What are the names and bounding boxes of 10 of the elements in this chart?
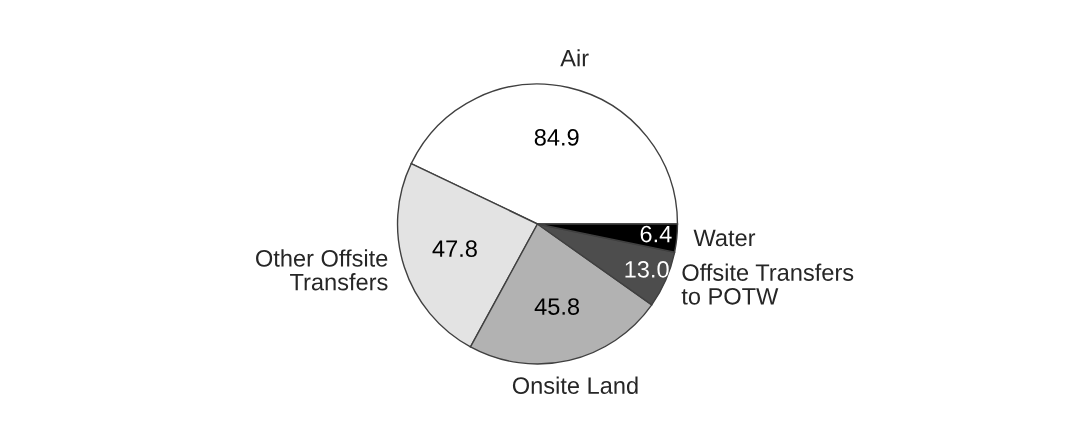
slice-label: Water <box>693 229 756 247</box>
data-label: 45.8 <box>534 298 580 315</box>
slice-label: Air <box>560 49 589 67</box>
slice-label: Offsite Transfers to POTW <box>681 263 854 305</box>
data-label: 47.8 <box>432 240 477 258</box>
slice-label: Onsite Land <box>512 376 638 394</box>
data-label: 6.4 <box>640 225 672 243</box>
slice-label: Other Offsite Transfers <box>256 249 388 291</box>
data-label: 84.9 <box>534 128 579 146</box>
data-label: 13.0 <box>625 261 669 278</box>
